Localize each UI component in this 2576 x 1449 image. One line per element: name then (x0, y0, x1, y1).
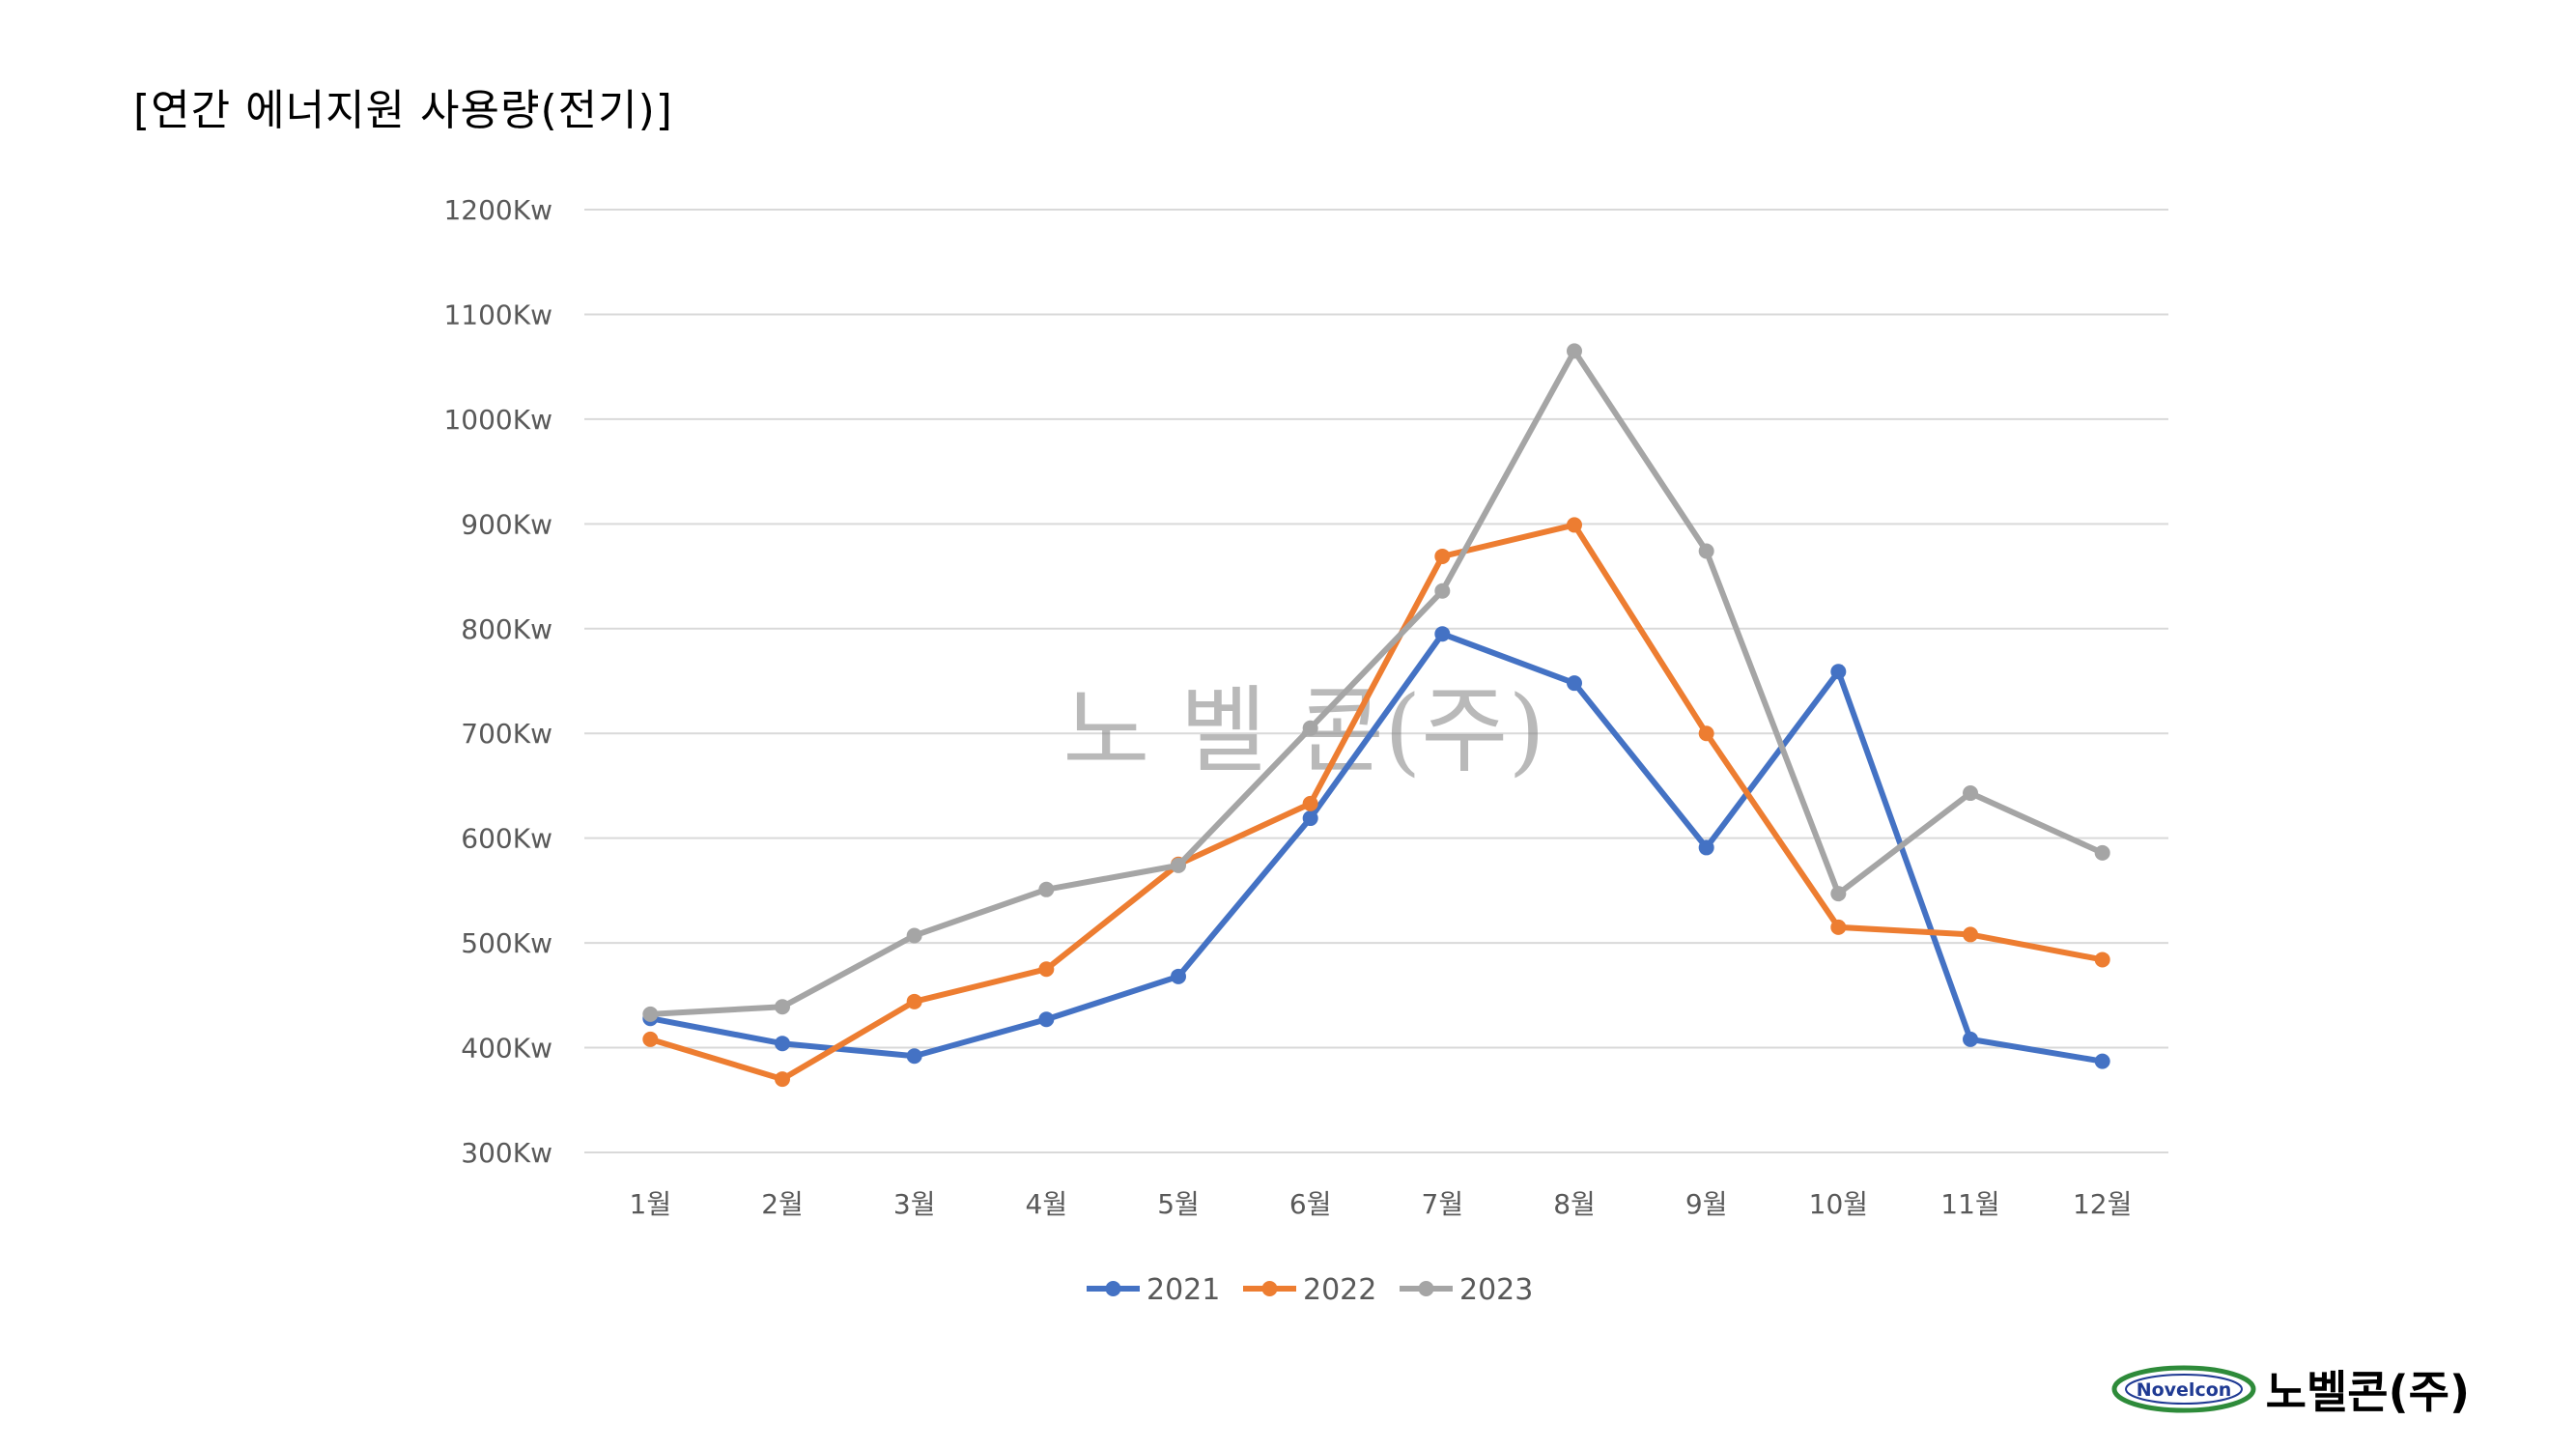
data-point-2022 (1567, 517, 1582, 533)
y-tick-label: 1100Kw (443, 298, 552, 330)
y-tick-label: 800Kw (461, 613, 552, 645)
series-2022 (642, 517, 2110, 1088)
logo-text: 노벨콘(주) (2265, 1366, 2470, 1418)
x-tick-label: 5월 (1157, 1188, 1200, 1220)
y-tick-label: 700Kw (461, 718, 552, 750)
series-line-2023 (647, 348, 2106, 1017)
page-title: [연간 에너지원 사용량(전기)] (133, 86, 673, 135)
x-tick-label: 8월 (1553, 1188, 1596, 1220)
data-point-2021 (1963, 1031, 1978, 1047)
data-point-2021 (1567, 675, 1582, 692)
legend-label-2021: 2021 (1146, 1273, 1220, 1307)
data-point-2023 (1434, 582, 1451, 599)
data-point-2021 (1830, 664, 1847, 680)
series-lines (642, 343, 2110, 1088)
data-point-2023 (775, 999, 790, 1015)
data-point-2023 (906, 927, 922, 944)
data-point-2023 (1302, 720, 1318, 736)
x-tick-label: 12월 (2073, 1188, 2132, 1220)
legend-label-2022: 2022 (1303, 1273, 1376, 1307)
data-point-2022 (1302, 795, 1318, 811)
legend: 2021 2022 2023 (1087, 1273, 1533, 1307)
legend-label-2023: 2023 (1459, 1273, 1533, 1307)
y-tick-label: 500Kw (461, 927, 552, 959)
y-tick-label: 300Kw (461, 1137, 552, 1169)
data-point-2022 (1830, 919, 1847, 935)
data-point-2023 (1171, 857, 1186, 873)
x-tick-label: 4월 (1026, 1188, 1068, 1220)
x-tick-label: 6월 (1289, 1188, 1332, 1220)
x-tick-label: 3월 (893, 1188, 936, 1220)
x-tick-label: 1월 (630, 1188, 672, 1220)
legend-marker-2022 (1261, 1281, 1278, 1296)
data-point-2021 (906, 1048, 922, 1065)
legend-item-2022: 2022 (1243, 1273, 1376, 1307)
data-point-2022 (906, 993, 922, 1009)
x-tick-label: 10월 (1809, 1188, 1868, 1220)
series-line-2022 (647, 522, 2106, 1083)
series-line-2021 (647, 631, 2106, 1065)
x-tick-label: 2월 (761, 1188, 804, 1220)
data-point-2021 (1038, 1011, 1055, 1028)
data-point-2023 (1830, 886, 1847, 902)
legend-marker-2021 (1105, 1281, 1121, 1296)
data-point-2023 (1567, 343, 1582, 359)
gridlines (584, 209, 2168, 1153)
y-tick-label: 400Kw (461, 1033, 552, 1065)
data-point-2023 (1038, 881, 1055, 897)
y-tick-label: 900Kw (461, 508, 552, 540)
data-point-2021 (2094, 1053, 2110, 1069)
x-axis-tick-labels: 1월 2월 3월 4월 5월 6월 7월 8월 9월 10월 11월 12월 (630, 1188, 2133, 1220)
data-point-2022 (775, 1071, 790, 1088)
y-axis-tick-labels: 300Kw 400Kw 500Kw 600Kw 700Kw 800Kw 900Kw 1000K… (443, 194, 552, 1169)
x-tick-label: 7월 (1422, 1188, 1464, 1220)
data-point-2021 (1698, 839, 1714, 856)
y-tick-label: 600Kw (461, 823, 552, 855)
series-2023 (642, 343, 2110, 1022)
novelcon-badge-icon: Novelcon (2111, 1365, 2256, 1413)
x-tick-label: 9월 (1685, 1188, 1728, 1220)
legend-item-2023: 2023 (1400, 1273, 1533, 1307)
logo-badge-text: Novelcon (2136, 1379, 2231, 1401)
data-point-2023 (1698, 543, 1714, 559)
company-logo: Novelcon 노벨콘(주) (2111, 1357, 2470, 1421)
legend-marker-2023 (1418, 1281, 1434, 1296)
data-point-2021 (1302, 810, 1318, 827)
data-point-2022 (1963, 926, 1978, 943)
data-point-2023 (642, 1006, 659, 1022)
y-tick-label: 1200Kw (443, 194, 552, 226)
data-point-2021 (1171, 968, 1186, 984)
data-point-2022 (1698, 725, 1714, 742)
data-point-2022 (1434, 548, 1451, 564)
data-point-2022 (1038, 961, 1055, 978)
data-point-2021 (1434, 626, 1451, 642)
data-point-2022 (642, 1031, 659, 1047)
legend-item-2021: 2021 (1087, 1273, 1220, 1307)
y-tick-label: 1000Kw (443, 404, 552, 436)
data-point-2021 (775, 1036, 790, 1052)
data-point-2023 (2094, 844, 2110, 861)
data-point-2023 (1963, 785, 1978, 802)
data-point-2022 (2094, 952, 2110, 968)
x-tick-label: 11월 (1940, 1188, 1999, 1220)
